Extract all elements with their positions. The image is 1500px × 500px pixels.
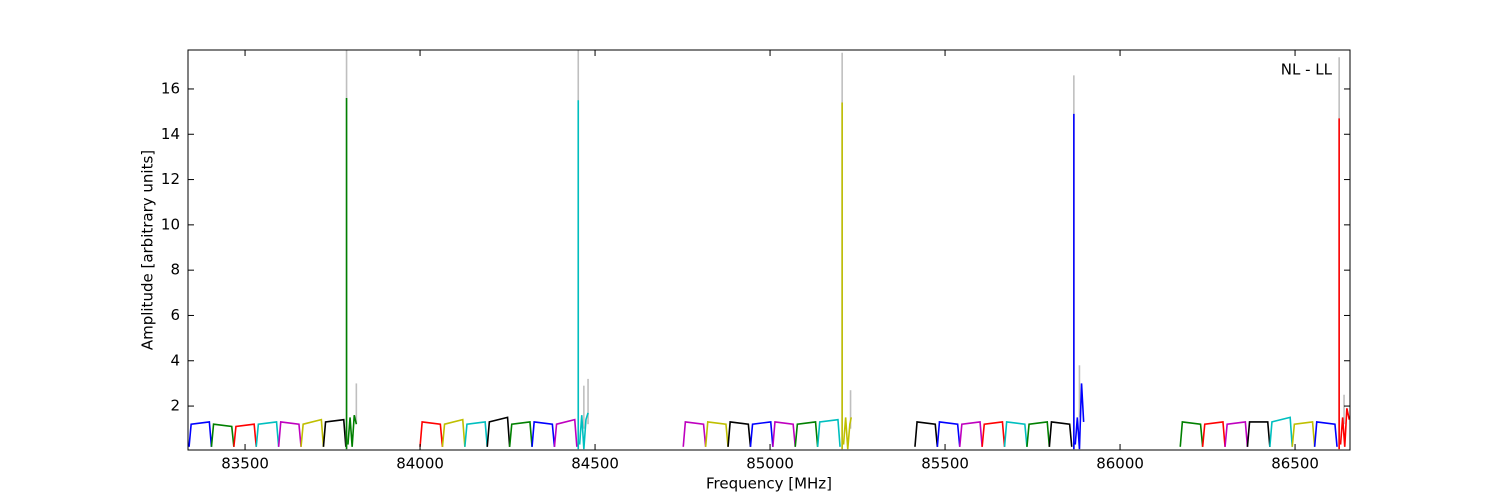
series-line (277, 421, 302, 447)
series-line (1224, 421, 1249, 447)
series-line (1074, 383, 1085, 450)
series-line (1026, 421, 1051, 447)
series-line (419, 421, 444, 447)
series-line (508, 421, 533, 447)
series-line (749, 421, 774, 447)
series-line (553, 418, 578, 447)
x-tick-label: 84500 (571, 455, 619, 473)
series-line (233, 423, 258, 447)
y-tick-label: 12 (161, 170, 180, 188)
series-line (1291, 421, 1316, 447)
series-line (981, 421, 1006, 447)
series-line (1313, 421, 1338, 447)
series-line (914, 421, 939, 447)
x-tick-label: 83500 (221, 455, 269, 473)
series-line (578, 412, 589, 450)
y-tick-label: 8 (170, 261, 180, 279)
x-tick-label: 86500 (1271, 455, 1319, 473)
series-line (958, 421, 983, 447)
series-line (347, 414, 358, 447)
y-axis-label: Amplitude [arbitrary units] (139, 150, 157, 350)
y-tick-label: 14 (161, 125, 180, 143)
series-line (300, 418, 325, 447)
series-line (682, 421, 707, 447)
annotation: NL - LL (1281, 61, 1333, 79)
series-line (794, 421, 819, 447)
series-line (464, 421, 489, 447)
y-tick-label: 10 (161, 215, 180, 233)
series-line (1201, 421, 1226, 447)
series-line (1269, 416, 1294, 447)
y-tick-label: 4 (170, 351, 180, 369)
series-line (1179, 421, 1204, 447)
plot-frame (187, 49, 1351, 451)
plot-area (188, 50, 1350, 450)
series-line (1048, 421, 1073, 447)
series-line (704, 421, 729, 447)
x-tick-label: 86000 (1096, 455, 1144, 473)
y-tick-label: 2 (170, 397, 180, 415)
series-line (816, 418, 841, 447)
series-line (322, 418, 347, 447)
x-tick-label: 85500 (921, 455, 969, 473)
series-line (1003, 421, 1028, 447)
series-line (1246, 421, 1271, 447)
series-line (772, 421, 797, 447)
series-line (842, 417, 853, 450)
series-line (188, 421, 213, 447)
series-line (210, 423, 235, 447)
series-line (531, 421, 556, 447)
x-axis-label: Frequency [MHz] (706, 475, 832, 493)
series-line (441, 418, 466, 447)
series-line (1339, 408, 1350, 447)
series-line (936, 421, 961, 447)
x-tick-label: 84000 (396, 455, 444, 473)
y-tick-label: 16 (161, 79, 180, 97)
x-tick-label: 85000 (746, 455, 794, 473)
series-line (486, 416, 511, 447)
y-tick-label: 6 (170, 306, 180, 324)
series-line (727, 421, 752, 447)
series-line (255, 421, 280, 447)
